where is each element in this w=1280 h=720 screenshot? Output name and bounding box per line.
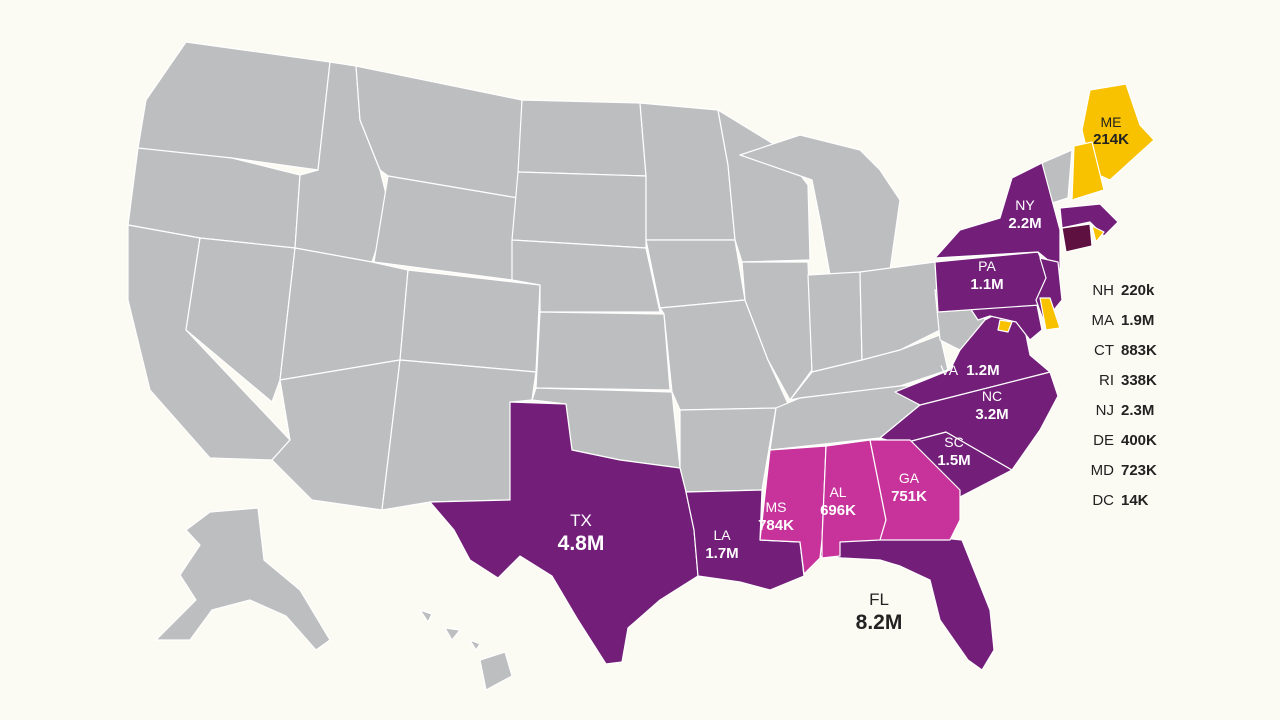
- low-states: [997, 83, 1155, 333]
- mid-states: [759, 439, 961, 575]
- label-va: VA 1.2M: [940, 362, 999, 379]
- label-la-abbr: LA: [713, 527, 731, 543]
- label-la-value: 1.7M: [705, 545, 738, 562]
- state-ut: [279, 247, 409, 381]
- legend-value: 2.3M: [1121, 402, 1155, 419]
- legend-row: MD 723K: [1076, 456, 1157, 486]
- state-fl: [819, 535, 995, 671]
- state-ks: [535, 311, 671, 391]
- label-va-abbr: VA: [940, 362, 958, 378]
- state-id: [294, 61, 391, 263]
- legend-row: RI 338K: [1076, 366, 1157, 396]
- high-states: [429, 162, 1119, 671]
- state-ri: [1091, 225, 1105, 243]
- small-states-legend: NH 220k MA 1.9M CT 883K RI 338K NJ 2.3M DE 400…: [1076, 276, 1157, 516]
- label-ga-abbr: GA: [899, 470, 920, 486]
- no-data-states: [127, 41, 1073, 691]
- state-in: [807, 271, 863, 373]
- state-ga: [869, 439, 961, 541]
- label-va-value: 1.2M: [966, 362, 999, 379]
- label-tx-value: 4.8M: [558, 532, 605, 555]
- label-fl-abbr: FL: [869, 590, 889, 609]
- legend-state: MD: [1090, 462, 1114, 479]
- legend-state: DC: [1092, 492, 1114, 509]
- state-hi: [419, 609, 513, 691]
- state-oh: [859, 261, 941, 361]
- state-mi: [739, 134, 901, 276]
- legend-state: CT: [1094, 342, 1114, 359]
- legend-state: MA: [1091, 312, 1115, 329]
- state-dc: [997, 319, 1013, 333]
- legend-value: 14K: [1121, 492, 1149, 509]
- label-al-abbr: AL: [829, 484, 846, 500]
- state-labels: TX 4.8M FL 8.2M LA 1.7M MS 784K AL 696K …: [558, 114, 1129, 634]
- legend-value: 338K: [1121, 372, 1157, 389]
- state-co: [399, 269, 541, 373]
- legend-value: 400K: [1121, 432, 1157, 449]
- label-me-value: 214K: [1093, 131, 1129, 148]
- label-sc-abbr: SC: [944, 434, 963, 450]
- label-al-value: 696K: [820, 502, 856, 519]
- label-pa-abbr: PA: [978, 258, 996, 274]
- state-sd: [511, 171, 647, 249]
- state-ia: [645, 239, 746, 309]
- label-me-abbr: ME: [1101, 114, 1122, 130]
- label-pa-value: 1.1M: [970, 276, 1003, 293]
- label-ny-value: 2.2M: [1008, 215, 1041, 232]
- state-ct: [1061, 223, 1093, 253]
- legend-row: DE 400K: [1076, 426, 1157, 456]
- legend-row: MA 1.9M: [1076, 306, 1157, 336]
- state-ny: [934, 162, 1061, 271]
- state-az: [271, 359, 401, 511]
- legend-row: CT 883K: [1076, 336, 1157, 366]
- legend-state: NH: [1092, 282, 1114, 299]
- label-fl-value: 8.2M: [856, 611, 903, 634]
- legend-state: DE: [1093, 432, 1114, 449]
- legend-row: DC 14K: [1076, 486, 1157, 516]
- legend-value: 1.9M: [1121, 312, 1155, 329]
- state-ak: [155, 507, 331, 651]
- legend-row: NJ 2.3M: [1076, 396, 1157, 426]
- label-ms-value: 784K: [758, 517, 794, 534]
- label-nc-abbr: NC: [982, 388, 1002, 404]
- state-ar: [679, 407, 777, 493]
- legend-state: RI: [1099, 372, 1114, 389]
- label-ga-value: 751K: [891, 488, 927, 505]
- legend-value: 220k: [1121, 282, 1155, 299]
- label-ms-abbr: MS: [766, 499, 787, 515]
- state-nv: [185, 237, 296, 403]
- legend-value: 883K: [1121, 342, 1157, 359]
- label-sc-value: 1.5M: [937, 452, 970, 469]
- state-la: [685, 489, 805, 591]
- label-nc-value: 3.2M: [975, 406, 1008, 423]
- state-tx: [429, 401, 699, 665]
- state-me: [1081, 83, 1155, 181]
- legend-state: NJ: [1095, 402, 1114, 419]
- legend-row: NH 220k: [1076, 276, 1157, 306]
- label-ny-abbr: NY: [1015, 197, 1035, 213]
- state-nd: [517, 99, 647, 177]
- state-nh: [1071, 141, 1105, 201]
- legend-value: 723K: [1121, 462, 1157, 479]
- label-tx-abbr: TX: [570, 511, 592, 530]
- state-de: [1039, 297, 1061, 331]
